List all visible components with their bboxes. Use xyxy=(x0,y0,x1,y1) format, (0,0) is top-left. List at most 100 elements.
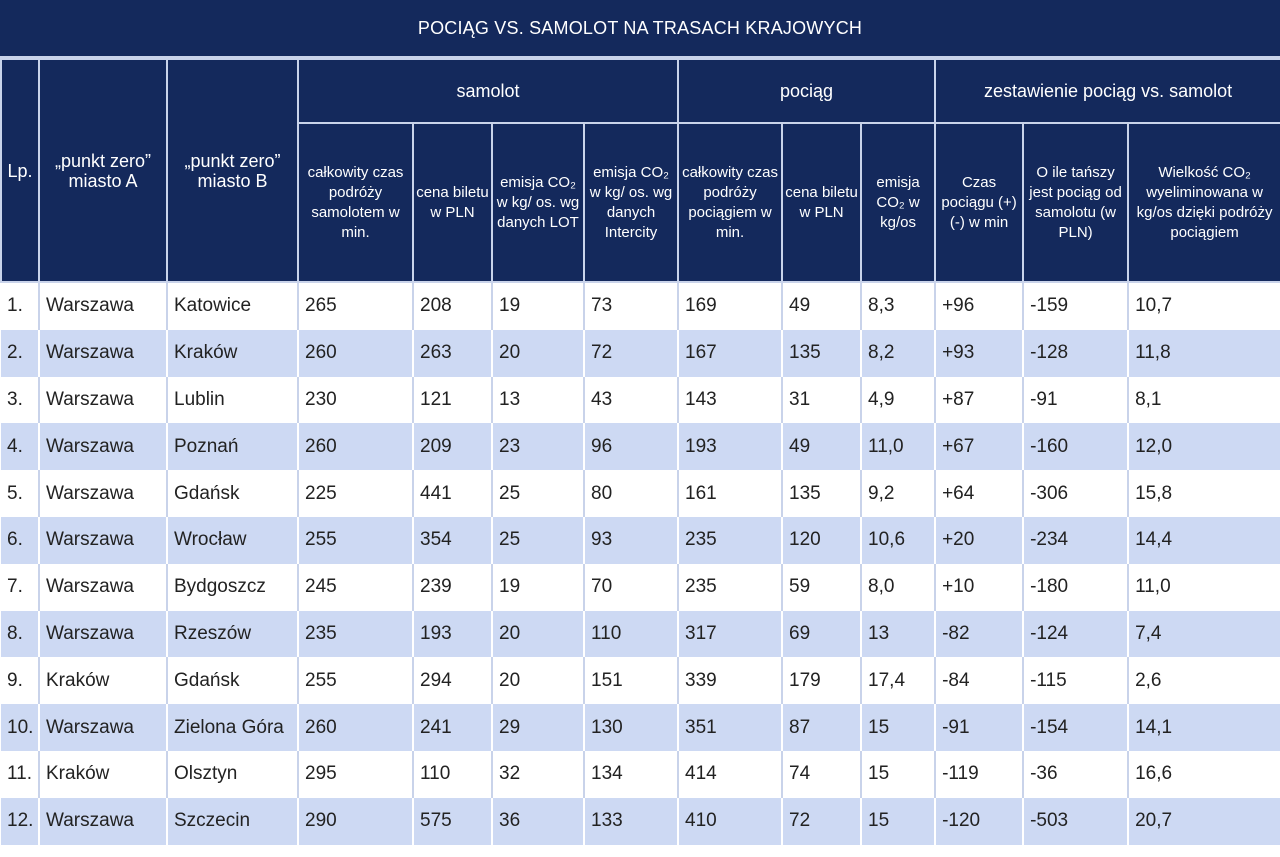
table-cell: 8,0 xyxy=(860,563,936,611)
table-cell: 72 xyxy=(781,797,862,845)
table-cell: 260 xyxy=(297,704,413,751)
table-cell: 23 xyxy=(491,423,584,471)
table-cell: Warszawa xyxy=(38,470,167,517)
table-cell: -503 xyxy=(1022,797,1129,845)
table-cell: 6. xyxy=(1,516,39,564)
table-cell: 72 xyxy=(582,329,679,377)
table-cell: 93 xyxy=(582,516,679,564)
table-title: POCIĄG VS. SAMOLOT NA TRASACH KRAJOWYCH xyxy=(0,0,1280,58)
table-cell: 3. xyxy=(1,376,39,424)
table-cell: 130 xyxy=(582,704,679,751)
table-row: 6. Warszawa Wrocław 255 354 25 93 235 120 10,6 +20… xyxy=(1,516,1280,564)
table-cell: 96 xyxy=(582,423,679,471)
table-cell: 255 xyxy=(297,657,413,705)
table-cell: Warszawa xyxy=(38,376,167,424)
table-cell: -91 xyxy=(1022,376,1129,424)
table-row: 7. Warszawa Bydgoszcz 245 239 19 70 235 59 8,0 +10… xyxy=(1,563,1280,611)
group-pociag: pociąg xyxy=(677,58,937,124)
header-city-a: „punkt zero” miasto A xyxy=(38,58,168,283)
table-cell: 134 xyxy=(582,750,679,798)
table-cell: 32 xyxy=(491,750,584,798)
table-cell: 245 xyxy=(297,563,413,611)
table-cell: 4,9 xyxy=(860,376,936,424)
table-cell: 161 xyxy=(677,470,783,517)
table-row: 3. Warszawa Lublin 230 121 13 43 143 31 4,9 +87 -91… xyxy=(1,376,1280,424)
table-cell: 7,4 xyxy=(1127,610,1280,658)
table-cell: 9. xyxy=(1,657,39,705)
table-cell: -160 xyxy=(1022,423,1129,471)
table-cell: 354 xyxy=(412,516,492,564)
table-cell: Rzeszów xyxy=(166,610,298,658)
table-cell: 143 xyxy=(677,376,783,424)
table-cell: 7. xyxy=(1,563,39,611)
table-cell: 4. xyxy=(1,423,39,471)
header-co2-saved: Wielkość CO₂ wyeliminowana w kg/os dzięk… xyxy=(1127,122,1280,283)
table-cell: 10,6 xyxy=(860,516,936,564)
table-cell: 12,0 xyxy=(1127,423,1280,471)
table-cell: Warszawa xyxy=(38,329,167,377)
table-cell: 25 xyxy=(491,516,584,564)
table-cell: 17,4 xyxy=(860,657,936,705)
table-cell: +96 xyxy=(934,282,1024,330)
table-cell: 20,7 xyxy=(1127,797,1280,845)
table-cell: 8,3 xyxy=(860,282,936,330)
table-cell: 5. xyxy=(1,470,39,517)
table-cell: 10. xyxy=(1,704,39,751)
table-cell: 11,0 xyxy=(1127,563,1280,611)
table-cell: 19 xyxy=(491,282,584,330)
table-cell: 49 xyxy=(781,282,862,330)
table-cell: 135 xyxy=(781,329,862,377)
table-cell: 59 xyxy=(781,563,862,611)
table-cell: Warszawa xyxy=(38,282,167,330)
header-lp: Lp. xyxy=(0,58,40,283)
table-cell: 179 xyxy=(781,657,862,705)
table-cell: 235 xyxy=(677,516,783,564)
table-cell: 8,2 xyxy=(860,329,936,377)
table-row: 5. Warszawa Gdańsk 225 441 25 80 161 135 9,2 +64 -3… xyxy=(1,470,1280,517)
header-cheaper: O ile tańszy jest pociąg od samolotu (w … xyxy=(1022,122,1130,283)
table-cell: 317 xyxy=(677,610,783,658)
table-cell: 1. xyxy=(1,282,39,330)
table-cell: 230 xyxy=(297,376,413,424)
table-cell: 441 xyxy=(412,470,492,517)
table-cell: 121 xyxy=(412,376,492,424)
header-plane-price: cena biletu w PLN xyxy=(412,122,493,283)
table-cell: Olsztyn xyxy=(166,750,298,798)
table-cell: 87 xyxy=(781,704,862,751)
table-cell: Bydgoszcz xyxy=(166,563,298,611)
table-cell: +67 xyxy=(934,423,1024,471)
table-cell: 49 xyxy=(781,423,862,471)
table-cell: 31 xyxy=(781,376,862,424)
table-cell: 255 xyxy=(297,516,413,564)
table-cell: 110 xyxy=(412,750,492,798)
table-cell: -36 xyxy=(1022,750,1129,798)
table-cell: 120 xyxy=(781,516,862,564)
table-cell: 15 xyxy=(860,750,936,798)
table-cell: 11,0 xyxy=(860,423,936,471)
table-cell: Warszawa xyxy=(38,610,167,658)
table-cell: -84 xyxy=(934,657,1024,705)
table-cell: 2,6 xyxy=(1127,657,1280,705)
header-time-diff: Czas pociągu (+) (-) w min xyxy=(934,122,1025,283)
header-train-price: cena biletu w PLN xyxy=(781,122,863,283)
table-cell: 20 xyxy=(491,329,584,377)
table-cell: Warszawa xyxy=(38,423,167,471)
table-cell: 265 xyxy=(297,282,413,330)
table-cell: 235 xyxy=(677,563,783,611)
table-row: 2. Warszawa Kraków 260 263 20 72 167 135 8,2 +93 -1… xyxy=(1,329,1280,377)
table-cell: 10,7 xyxy=(1127,282,1280,330)
table-cell: 294 xyxy=(412,657,492,705)
table-cell: -128 xyxy=(1022,329,1129,377)
table-cell: 11,8 xyxy=(1127,329,1280,377)
comparison-table: Lp. „punkt zero” miasto A „punkt zero” m… xyxy=(0,58,1280,845)
table-row: 1. Warszawa Katowice 265 208 19 73 169 49 8,3 +96-… xyxy=(1,282,1280,330)
table-cell: 110 xyxy=(582,610,679,658)
table-row: 8. Warszawa Rzeszów 235 193 20 110 317 69 13 -82 -1… xyxy=(1,610,1280,658)
table-cell: Warszawa xyxy=(38,797,167,845)
table-cell: 263 xyxy=(412,329,492,377)
table-cell: 70 xyxy=(582,563,679,611)
table-cell: Kraków xyxy=(38,750,167,798)
table-row: 11. Kraków Olsztyn 295 110 32 134 414 74 15 -119 -3… xyxy=(1,750,1280,798)
header-train-time: całkowity czas podróży pociągiem w min. xyxy=(677,122,784,283)
table-cell: 74 xyxy=(781,750,862,798)
